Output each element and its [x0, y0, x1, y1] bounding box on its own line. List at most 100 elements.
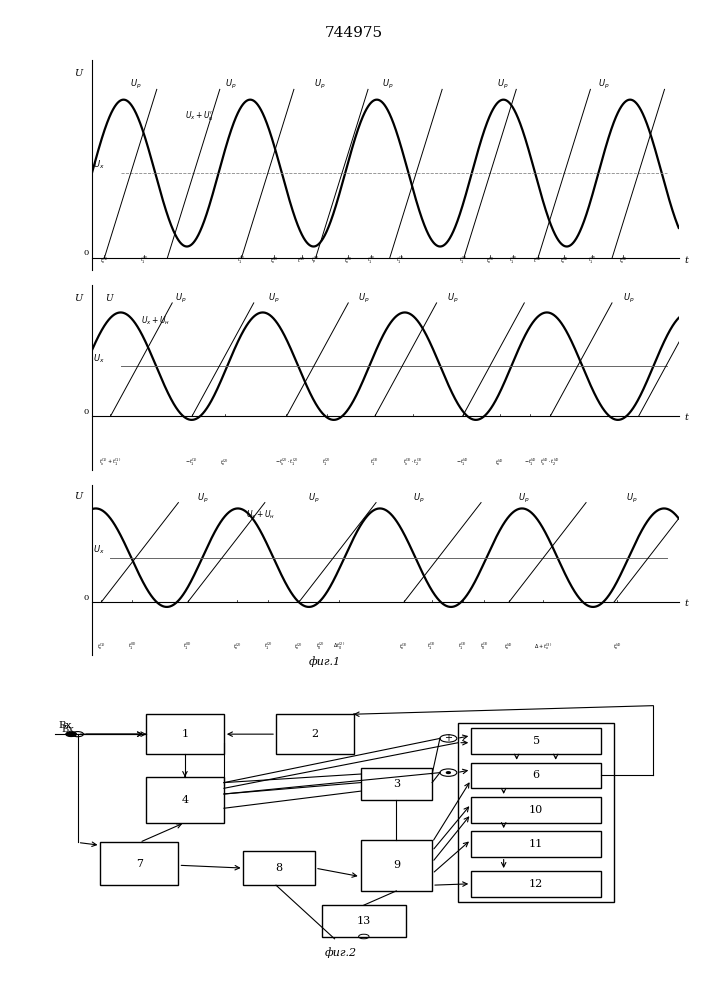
- Bar: [243, 851, 315, 885]
- Text: $t_x^{(3)}\cdot t_2^{(3)}$: $t_x^{(3)}\cdot t_2^{(3)}$: [403, 456, 423, 468]
- Bar: [471, 728, 601, 754]
- Text: $U_p$: $U_p$: [598, 78, 610, 91]
- Text: 11: 11: [529, 839, 543, 849]
- Text: $U_p$: $U_p$: [268, 292, 279, 305]
- Bar: [458, 723, 614, 902]
- Text: $U_p$: $U_p$: [225, 78, 236, 91]
- Text: 6: 6: [532, 770, 539, 780]
- Text: $U_p$: $U_p$: [175, 292, 187, 305]
- Text: $U_p$: $U_p$: [518, 492, 530, 505]
- Text: $t^{(4)}$: $t^{(4)}$: [534, 256, 542, 265]
- Text: $t_x^{(4)}\cdot t_2^{(4)}$: $t_x^{(4)}\cdot t_2^{(4)}$: [540, 456, 560, 468]
- Text: $U_p$: $U_p$: [315, 78, 326, 91]
- Text: $t_1^{(0)}$: $t_1^{(0)}$: [128, 640, 136, 652]
- Text: $t_0^{(2)}$: $t_0^{(2)}$: [316, 640, 325, 652]
- Text: $U_p$: $U_p$: [358, 292, 369, 305]
- Text: $U_p$: $U_p$: [413, 492, 425, 505]
- Text: 13: 13: [357, 916, 371, 926]
- Text: $t_1^{(3)}$: $t_1^{(3)}$: [367, 255, 375, 266]
- Text: $U_p$: $U_p$: [197, 492, 209, 505]
- Text: $U_p$: $U_p$: [382, 78, 394, 91]
- Text: Вх: Вх: [62, 725, 74, 734]
- Text: $t_x^{(3)}$: $t_x^{(3)}$: [486, 256, 495, 266]
- Text: $t_x^{(4)}$: $t_x^{(4)}$: [560, 256, 569, 266]
- Text: $t_x^{(1)}+t_1^{(1)}$: $t_x^{(1)}+t_1^{(1)}$: [100, 456, 122, 468]
- Text: 10: 10: [529, 805, 543, 815]
- Bar: [322, 905, 406, 936]
- Text: 9: 9: [393, 860, 400, 870]
- Text: $U_x+U_n'$: $U_x+U_n'$: [185, 109, 214, 123]
- Bar: [471, 831, 601, 857]
- Text: $-t_x^{(2)}\cdot t_1^{(2)}$: $-t_x^{(2)}\cdot t_1^{(2)}$: [274, 456, 298, 468]
- Text: 12: 12: [529, 879, 543, 889]
- Text: t: t: [685, 256, 689, 265]
- Text: $t_x^{(4)}$: $t_x^{(4)}$: [612, 641, 621, 652]
- Text: U: U: [74, 294, 83, 303]
- Text: 5: 5: [532, 736, 539, 746]
- Bar: [146, 714, 224, 754]
- Text: U: U: [74, 492, 83, 501]
- Text: $t_x^{(3)}$: $t_x^{(3)}$: [399, 641, 408, 652]
- Text: 2: 2: [312, 729, 319, 739]
- Bar: [361, 768, 432, 800]
- Text: 1: 1: [182, 729, 189, 739]
- Text: $-t_1^{(1)}$: $-t_1^{(1)}$: [185, 456, 199, 468]
- Text: $t_{0}^{(3)}$: $t_{0}^{(3)}$: [480, 640, 489, 652]
- Text: $t_1^{(0)}$: $t_1^{(0)}$: [183, 640, 192, 652]
- Text: $t_1^{(3)}$: $t_1^{(3)}$: [427, 640, 436, 652]
- Text: $U_x$: $U_x$: [93, 352, 105, 365]
- Text: $\Delta t_0^{(2)}$: $\Delta t_0^{(2)}$: [333, 640, 345, 652]
- Text: $t_1^{(3)}$: $t_1^{(3)}$: [458, 640, 467, 652]
- Text: $t_1^{(2)}$: $t_1^{(2)}$: [264, 640, 272, 652]
- Text: $t_x^{(1)}$: $t_x^{(1)}$: [97, 641, 105, 652]
- Text: $t_1^{(2)}$: $t_1^{(2)}$: [322, 456, 331, 468]
- Text: $t_1^{(0)}$: $t_1^{(0)}$: [140, 255, 149, 266]
- Text: U: U: [74, 69, 83, 78]
- Text: фиг.1: фиг.1: [309, 656, 341, 667]
- Text: $U_p$: $U_p$: [130, 78, 142, 91]
- Text: $t_1^{(0)}$: $t_1^{(0)}$: [237, 255, 246, 266]
- Bar: [146, 777, 224, 822]
- Text: $U_x+U_н$: $U_x+U_н$: [246, 508, 276, 521]
- Bar: [361, 840, 432, 891]
- Text: $t_x^{(3)}$: $t_x^{(3)}$: [344, 256, 353, 266]
- Text: $t^{(2)}$: $t^{(2)}$: [298, 256, 306, 265]
- Bar: [471, 871, 601, 897]
- Text: $t_1^{(3)}$: $t_1^{(3)}$: [509, 255, 518, 266]
- Text: 3: 3: [393, 779, 400, 789]
- Text: $t_1^{(3)}$: $t_1^{(3)}$: [460, 255, 468, 266]
- Text: +: +: [445, 733, 452, 743]
- Text: 8: 8: [276, 863, 283, 873]
- Bar: [276, 714, 354, 754]
- Text: $t_1^{(3)}$: $t_1^{(3)}$: [397, 255, 405, 266]
- Text: $\Delta+t_x^{(3)}$: $\Delta+t_x^{(3)}$: [534, 641, 552, 652]
- Text: $U_p$: $U_p$: [308, 492, 320, 505]
- Text: $-t_1^{(4)}$: $-t_1^{(4)}$: [456, 456, 469, 468]
- Text: U: U: [105, 294, 113, 303]
- Text: $U_x+U_н$: $U_x+U_н$: [141, 314, 170, 327]
- Text: 744975: 744975: [325, 26, 382, 40]
- Text: $t_x^{(2)}$: $t_x^{(2)}$: [233, 641, 242, 652]
- Circle shape: [66, 732, 76, 736]
- Text: $U_x$: $U_x$: [93, 158, 105, 171]
- Text: 0: 0: [83, 249, 89, 257]
- Text: фиг.2: фиг.2: [325, 948, 357, 958]
- Text: $U_p$: $U_p$: [626, 492, 638, 505]
- Text: 0: 0: [83, 594, 89, 602]
- Text: $U_p$: $U_p$: [623, 292, 635, 305]
- Text: $-t_1^{(4)}$: $-t_1^{(4)}$: [524, 456, 537, 468]
- Bar: [100, 842, 178, 885]
- Text: 4: 4: [182, 795, 189, 805]
- Text: $t_x^{(4)}$: $t_x^{(4)}$: [619, 256, 628, 266]
- Circle shape: [446, 772, 450, 773]
- Bar: [471, 763, 601, 788]
- Text: $t_x^{(4)}$: $t_x^{(4)}$: [495, 457, 504, 468]
- Text: $t_x^{(1)}$: $t_x^{(1)}$: [100, 256, 109, 266]
- Text: $t_x^{(4)}$: $t_x^{(4)}$: [504, 641, 513, 652]
- Text: Вх: Вх: [58, 721, 71, 730]
- Text: $t_1^{(3)}$: $t_1^{(3)}$: [370, 456, 379, 468]
- Text: $t_p^{(3)}$: $t_p^{(3)}$: [311, 255, 320, 267]
- Text: $U_p$: $U_p$: [496, 78, 508, 91]
- Text: $t_x^{(2)}$: $t_x^{(2)}$: [221, 457, 229, 468]
- Text: $t_x^{(2)}$: $t_x^{(2)}$: [294, 641, 303, 652]
